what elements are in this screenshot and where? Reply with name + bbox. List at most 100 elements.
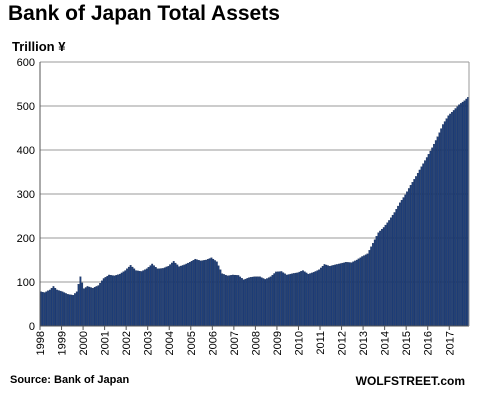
- bar: [325, 264, 328, 327]
- brand-label: WOLFSTREET.com: [355, 374, 465, 388]
- bar: [108, 274, 111, 327]
- bar: [167, 266, 170, 327]
- bar: [217, 265, 220, 327]
- bar: [276, 271, 279, 327]
- bar: [348, 262, 351, 327]
- bar: [271, 274, 274, 327]
- bar: [142, 270, 145, 327]
- bar: [323, 264, 326, 327]
- bar: [384, 224, 387, 327]
- bar: [205, 259, 207, 327]
- bar: [54, 288, 57, 327]
- bar: [305, 272, 308, 327]
- bar: [424, 160, 426, 327]
- x-tick-label: 2006: [207, 331, 219, 355]
- bar: [88, 286, 91, 327]
- bar: [307, 273, 310, 327]
- bar: [458, 104, 461, 327]
- bar: [145, 268, 148, 327]
- bar: [180, 265, 182, 327]
- bar: [379, 230, 382, 327]
- bar: [345, 262, 347, 327]
- bar: [72, 295, 75, 327]
- bar: [275, 271, 277, 327]
- bar: [215, 261, 218, 327]
- y-tick-label: 0: [29, 321, 35, 333]
- bar: [343, 262, 346, 327]
- bar: [81, 282, 84, 327]
- bar: [74, 293, 76, 327]
- bar: [388, 220, 391, 327]
- bar: [460, 103, 462, 327]
- bar: [372, 243, 374, 327]
- bar: [397, 205, 399, 327]
- bar: [115, 275, 118, 327]
- x-tick-label: 2004: [164, 331, 176, 355]
- x-tick-label: 2002: [121, 331, 133, 355]
- bar: [300, 271, 303, 327]
- bar: [280, 271, 283, 327]
- bar: [162, 268, 164, 327]
- bar: [178, 266, 181, 327]
- bar: [361, 256, 364, 327]
- bar: [120, 272, 123, 327]
- bar: [131, 266, 134, 327]
- bar: [169, 264, 172, 327]
- bar: [284, 273, 286, 327]
- bar: [246, 278, 249, 327]
- bar: [187, 262, 189, 327]
- bar: [400, 200, 403, 327]
- bar: [337, 263, 340, 327]
- bar: [427, 154, 430, 327]
- bar: [303, 271, 306, 327]
- bar: [287, 274, 290, 327]
- bar: [70, 294, 73, 327]
- bar: [443, 121, 446, 327]
- bar: [244, 278, 247, 327]
- bar: [57, 290, 60, 327]
- bar: [194, 258, 197, 327]
- bar: [318, 269, 321, 327]
- x-tick-label: 2014: [380, 331, 392, 355]
- bar: [223, 274, 225, 327]
- x-tick-label: 2010: [293, 331, 305, 355]
- bar: [461, 101, 464, 327]
- bar: [332, 265, 335, 327]
- bar: [160, 268, 163, 327]
- bar: [452, 110, 455, 327]
- bar: [101, 280, 103, 327]
- bar: [302, 270, 304, 327]
- bar: [197, 260, 200, 327]
- bar: [171, 262, 173, 327]
- bar: [248, 277, 251, 327]
- bar: [206, 259, 209, 327]
- bar: [158, 268, 161, 327]
- bar: [149, 265, 152, 327]
- bar: [90, 287, 93, 327]
- bar: [190, 261, 193, 327]
- bar: [97, 285, 100, 327]
- bar: [377, 232, 380, 327]
- bar: [364, 254, 367, 327]
- bar: [199, 260, 202, 327]
- bar: [407, 188, 410, 327]
- bar: [418, 169, 421, 327]
- bar: [86, 286, 89, 327]
- bar: [382, 227, 385, 327]
- bar: [291, 273, 294, 327]
- bar: [138, 270, 141, 327]
- bar: [334, 264, 337, 327]
- bar: [402, 197, 405, 327]
- bar: [224, 274, 227, 327]
- bar: [346, 262, 349, 327]
- bar: [370, 246, 373, 327]
- bar: [327, 265, 329, 327]
- bar: [48, 289, 51, 327]
- bar: [316, 270, 319, 327]
- bar: [45, 291, 48, 327]
- bar: [144, 269, 146, 327]
- bar: [41, 291, 44, 327]
- bar: [99, 283, 102, 327]
- bar: [354, 260, 356, 327]
- bar: [366, 253, 369, 327]
